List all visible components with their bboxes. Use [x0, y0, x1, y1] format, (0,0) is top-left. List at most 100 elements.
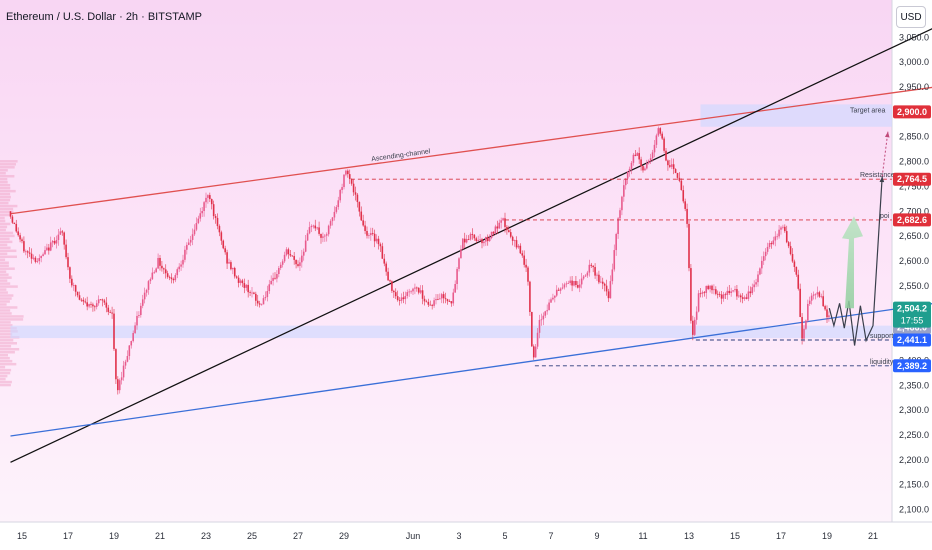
volume-profile-bar [0, 330, 18, 333]
candle-body [805, 320, 807, 329]
volume-profile-bar [0, 195, 11, 199]
candle-body [197, 218, 200, 224]
candle-body [356, 194, 359, 203]
price-tick-label: 2,350.0 [899, 380, 929, 390]
candle-body [693, 319, 696, 335]
candle-body [452, 292, 455, 304]
volume-profile-bar [0, 291, 8, 294]
candle-body [498, 222, 501, 229]
candle-body [46, 247, 48, 251]
candle-body [483, 241, 485, 244]
candle-body [149, 279, 152, 282]
candle-body [431, 304, 433, 306]
candle-body [713, 289, 715, 291]
candle-body [381, 246, 384, 259]
candle-body [302, 251, 305, 256]
volume-profile-bar [0, 380, 12, 384]
candle-body [626, 171, 629, 179]
target-area-badge-text: 2,900.0 [897, 107, 927, 117]
candle-body [335, 206, 338, 212]
candle-body [439, 298, 441, 300]
time-tick-label: 19 [109, 531, 119, 541]
volume-profile-bar [0, 294, 14, 297]
candle-body [216, 217, 219, 227]
volume-profile-bar [0, 365, 6, 369]
candle-body [697, 293, 700, 312]
candle-body [682, 190, 685, 202]
volume-profile-bar [0, 210, 14, 214]
candle-body [753, 284, 755, 288]
candle-body [174, 275, 177, 281]
candle-body [21, 239, 23, 242]
volume-profile-bar [0, 324, 13, 327]
candle-body [201, 211, 203, 214]
candle-body [613, 250, 616, 270]
candle-body [141, 299, 144, 306]
candle-body [301, 255, 303, 263]
candle-body [343, 174, 345, 188]
candle-body [807, 303, 809, 321]
candle-body [281, 261, 284, 265]
candle-body [80, 299, 83, 301]
candle-body [82, 299, 85, 302]
candle-body [801, 316, 803, 339]
candle-body [715, 289, 717, 294]
volume-profile-bar [0, 303, 7, 306]
candle-body [258, 303, 261, 305]
candle-body [193, 229, 196, 235]
candle-body [488, 237, 491, 242]
candle-body [692, 320, 694, 335]
candle-body [448, 301, 451, 302]
candle-body [590, 264, 593, 266]
candle-body [57, 234, 60, 241]
volume-profile-bar [0, 288, 7, 291]
resistance-badge-text: 2,764.5 [897, 174, 927, 184]
liquidity-badge [893, 359, 931, 373]
candle-body [13, 222, 16, 224]
candle-body [287, 249, 290, 255]
candle-body [642, 166, 644, 171]
candle-body [28, 252, 31, 254]
time-axis[interactable]: 15 17 19 21 23 25 27 29 Jun 3 5 7 9 11 13 15 17 19 21 [17, 531, 878, 541]
candle-body [393, 290, 395, 293]
volume-profile-bar [0, 163, 16, 166]
candle-body [607, 291, 610, 299]
candle-body [55, 240, 58, 244]
candle-body [463, 238, 466, 243]
candle-body [638, 153, 640, 160]
candle-body [686, 208, 688, 224]
candle-body [255, 293, 257, 301]
currency-button[interactable]: USD [896, 6, 926, 28]
candle-body [51, 241, 54, 243]
candle-body [266, 291, 269, 298]
candle-body [49, 242, 52, 251]
candle-body [358, 202, 361, 212]
candle-body [352, 183, 355, 193]
candle-body [490, 231, 493, 238]
price-tick-label: 2,750.0 [899, 181, 929, 191]
poi-badge-text: 2,682.6 [897, 215, 927, 225]
candle-body [140, 305, 142, 316]
candle-body [523, 255, 525, 265]
candle-body [350, 178, 353, 184]
projection-scenario [848, 176, 883, 346]
candle-body [260, 304, 263, 306]
volume-profile-bar [0, 321, 11, 324]
candle-body [99, 299, 102, 301]
candle-body [170, 277, 173, 280]
candle-body [111, 312, 113, 314]
candle-body [322, 236, 324, 238]
projection-zigzag [828, 300, 850, 329]
candle-body [143, 292, 146, 300]
volume-profile-bar [0, 261, 9, 264]
volume-profile-bar [0, 186, 11, 190]
candle-body [695, 311, 698, 320]
candle-body [247, 284, 249, 293]
candle-body [53, 241, 56, 244]
candle-body [299, 262, 301, 266]
candle-body [95, 303, 98, 307]
candle-body [456, 268, 458, 285]
candle-body [582, 276, 585, 279]
candle-body [711, 285, 713, 291]
